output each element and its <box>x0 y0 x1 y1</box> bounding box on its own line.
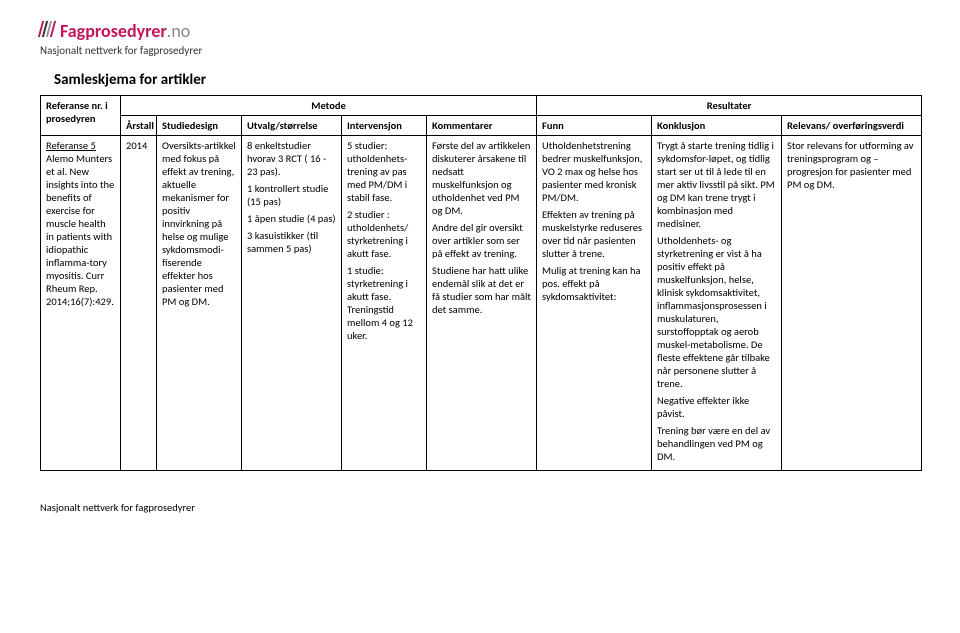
col-header-comm: Kommentarer <box>427 116 537 136</box>
articles-table: Referanse nr. i prosedyren Metode Result… <box>40 95 922 471</box>
ref-link[interactable]: Referanse 5 <box>46 139 96 152</box>
interv-p3: 1 studie: styrketrening i akutt fase. Tr… <box>347 264 421 342</box>
group-header-metode: Metode <box>121 96 537 116</box>
logo-brand-text: Fagprosedyrer <box>60 20 167 42</box>
cell-konkl: Trygt å starte trening tidlig i sykdomsf… <box>652 136 782 471</box>
comm-p1: Første del av artikkelen diskuterer årsa… <box>432 139 531 217</box>
ref-text: Alemo Munters et al. New insights into t… <box>46 152 114 308</box>
logo: Fagprosedyrer.no <box>40 20 920 42</box>
table-header-row: Årstall Studiedesign Utvalg/størrelse In… <box>41 116 922 136</box>
size-p2: 1 kontrollert studie (15 pas) <box>247 182 336 208</box>
interv-p2: 2 studier : utholdenhets/ styrketrening … <box>347 208 421 260</box>
konkl-p4: Trening bør være en del av behandlingen … <box>657 424 776 463</box>
table-group-header-row: Referanse nr. i prosedyren Metode Result… <box>41 96 922 116</box>
cell-size: 8 enkeltstudier hvorav 3 RCT ( 16 - 23 p… <box>242 136 342 471</box>
funn-p2: Effekten av trening på muskelstyrke redu… <box>542 208 646 260</box>
size-p1: 8 enkeltstudier hvorav 3 RCT ( 16 - 23 p… <box>247 139 336 178</box>
cell-interv: 5 studier: utholdenhets-trening av pas m… <box>342 136 427 471</box>
col-header-rel: Relevans/ overføringsverdi <box>782 116 922 136</box>
size-p3: 1 åpen studie (4 pas) <box>247 212 336 225</box>
col-header-funn: Funn <box>537 116 652 136</box>
konkl-p1: Trygt å starte trening tidlig i sykdomsf… <box>657 139 776 230</box>
cell-rel: Stor relevans for utforming av treningsp… <box>782 136 922 471</box>
logo-subtitle: Nasjonalt nettverk for fagprosedyrer <box>40 44 920 57</box>
col-header-interv: Intervensjon <box>342 116 427 136</box>
group-header-resultater: Resultater <box>537 96 922 116</box>
konkl-p3: Negative effekter ikke påvist. <box>657 394 776 420</box>
col-header-size: Utvalg/størrelse <box>242 116 342 136</box>
col-header-konkl: Konklusjon <box>652 116 782 136</box>
interv-p1: 5 studier: utholdenhets-trening av pas m… <box>347 139 421 204</box>
cell-ref: Referanse 5 Alemo Munters et al. New ins… <box>41 136 121 471</box>
page: Fagprosedyrer.no Nasjonalt nettverk for … <box>0 0 960 524</box>
comm-p2: Andre del gir oversikt over artikler som… <box>432 221 531 260</box>
comm-p3: Studiene har hatt ulike endemål slik at … <box>432 264 531 316</box>
funn-p3: Mulig at trening kan ha pos. effekt på s… <box>542 264 646 303</box>
konkl-p2: Utholdenhets- og styrketrening er vist å… <box>657 234 776 390</box>
footer: Nasjonalt nettverk for fagprosedyrer <box>40 501 920 514</box>
col-header-ref: Referanse nr. i prosedyren <box>41 96 121 136</box>
cell-funn: Utholdenhetstrening bedrer muskelfunksjo… <box>537 136 652 471</box>
cell-comm: Første del av artikkelen diskuterer årsa… <box>427 136 537 471</box>
size-p4: 3 kasuistikker (til sammen 5 pas) <box>247 229 336 255</box>
cell-year: 2014 <box>121 136 157 471</box>
col-header-year: Årstall <box>121 116 157 136</box>
cell-design: Oversikts-artikkel med fokus på effekt a… <box>157 136 242 471</box>
col-header-design: Studiedesign <box>157 116 242 136</box>
logo-brand: Fagprosedyrer.no <box>60 20 190 42</box>
logo-suffix: .no <box>167 20 191 42</box>
table-row: Referanse 5 Alemo Munters et al. New ins… <box>41 136 922 471</box>
document-title: Samleskjema for artikler <box>54 71 920 89</box>
logo-stripes-icon <box>40 21 54 37</box>
funn-p1: Utholdenhetstrening bedrer muskelfunksjo… <box>542 139 646 204</box>
